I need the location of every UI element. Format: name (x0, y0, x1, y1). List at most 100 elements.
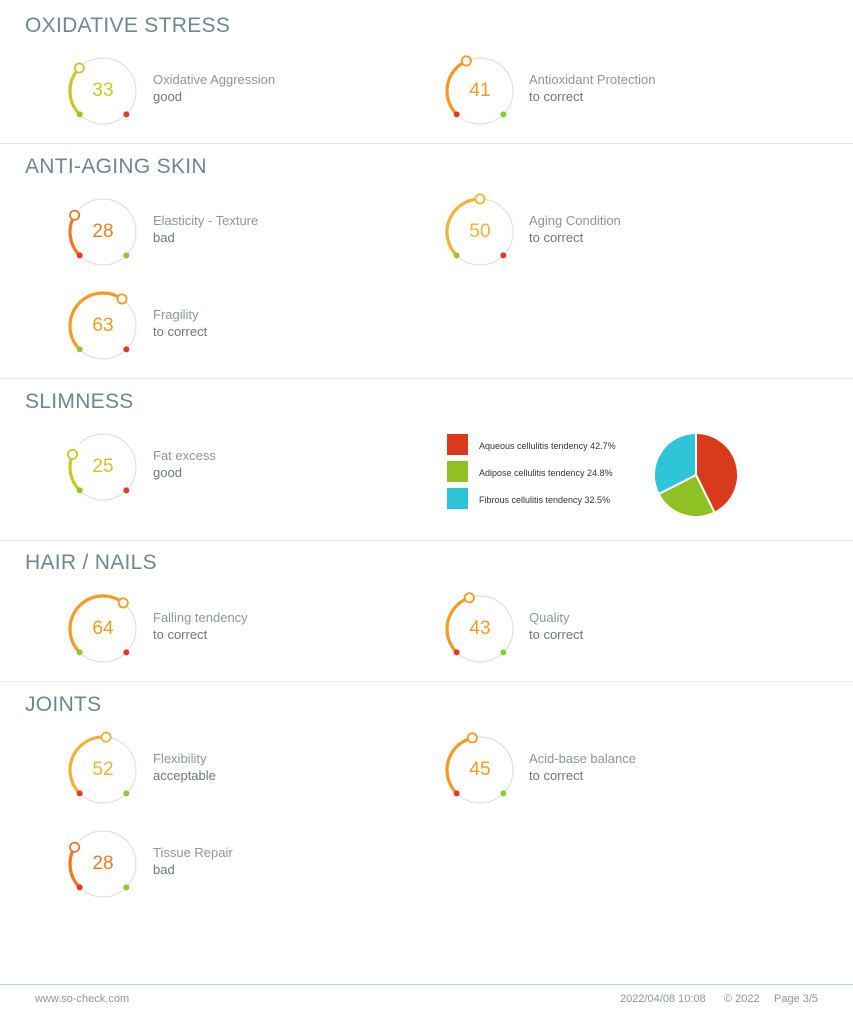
gauge-dot-right (123, 649, 130, 656)
gauge-svg (445, 732, 514, 804)
gauge-dot-right (500, 649, 507, 656)
score-gauge: 63 (60, 283, 146, 369)
gauge-track (79, 433, 137, 501)
legend-swatch-fibrous (447, 488, 468, 509)
section-title-joints: JOINTS (25, 693, 102, 716)
gauge-dot-right (123, 790, 130, 797)
gauge-value-arc (445, 59, 469, 116)
gauge-dot-left (76, 487, 83, 494)
legend-swatch-adipose (447, 461, 468, 482)
gauge-value: 52 (92, 759, 114, 780)
gauge-value: 45 (469, 759, 491, 780)
score-gauge: 25 (60, 424, 146, 510)
section-divider (0, 378, 853, 379)
gauge-knob (116, 293, 128, 305)
score-gauge: 33 (60, 48, 146, 134)
score-gauge: 28 (60, 189, 146, 275)
section-title-oxidative-stress: OXIDATIVE STRESS (25, 14, 231, 37)
gauge-dot-right (500, 111, 507, 118)
metric-status: to correct (529, 627, 584, 642)
gauge-svg (67, 433, 137, 501)
metric-status: to correct (529, 230, 584, 245)
gauge-value: 64 (92, 618, 114, 639)
pie-slice-fibrous (653, 431, 697, 496)
gauge-knob (69, 841, 81, 853)
gauge-track (79, 57, 137, 125)
gauge-knob (463, 592, 475, 604)
score-gauge: 50 (437, 189, 523, 275)
metric-status: good (153, 465, 182, 480)
legend-label-adipose: Adipose cellulitis tendency 24.8% (479, 468, 613, 478)
gauge-svg (445, 193, 514, 266)
gauge-value: 41 (469, 80, 491, 101)
gauge-dot-left (453, 111, 460, 118)
metric-label: Elasticity - Texture (153, 213, 259, 228)
gauge-knob (474, 193, 486, 205)
gauge-knob (117, 597, 129, 609)
metric-label: Fat excess (153, 448, 216, 463)
metric-label: Fragility (153, 307, 199, 322)
score-gauge: 41 (437, 48, 523, 134)
footer-page-number: Page 3/5 (774, 993, 819, 1005)
gauge-knob (73, 62, 85, 74)
gauge-track (456, 595, 514, 663)
gauge-knob (67, 448, 79, 460)
gauge-dot-left (76, 649, 83, 656)
gauge-value-arc (445, 197, 482, 257)
cellulitis-pie-chart (653, 431, 739, 518)
gauge-dot-right (123, 252, 130, 259)
gauge-dot-left (453, 252, 460, 259)
score-gauge: 45 (437, 727, 523, 813)
gauge-track (79, 830, 137, 898)
gauge-svg (445, 55, 514, 125)
gauge-dot-left (453, 790, 460, 797)
gauge-knob (466, 732, 478, 744)
gauge-value: 28 (92, 221, 114, 242)
gauge-dot-left (76, 346, 83, 353)
gauge-svg (68, 594, 137, 663)
pie-slice-adipose (657, 473, 716, 518)
score-gauge: 43 (437, 586, 523, 672)
gauge-dot-right (123, 346, 130, 353)
score-gauge: 64 (60, 586, 146, 672)
gauge-dot-left (76, 252, 83, 259)
metric-status: to correct (529, 768, 584, 783)
gauge-svg (445, 592, 514, 663)
gauge-svg (68, 291, 137, 360)
metric-label: Aging Condition (529, 213, 621, 228)
gauge-value: 28 (92, 853, 114, 874)
gauge-value: 43 (469, 618, 491, 639)
metric-status: bad (153, 862, 175, 877)
metric-label: Oxidative Aggression (153, 72, 276, 87)
section-divider (0, 143, 853, 144)
gauge-value-arc (68, 735, 108, 795)
gauge-dot-right (500, 790, 507, 797)
score-gauge: 52 (60, 727, 146, 813)
gauge-value: 33 (92, 80, 114, 101)
metric-status: bad (153, 230, 175, 245)
gauge-value-arc (68, 594, 125, 654)
gauge-value: 63 (92, 315, 114, 336)
legend-swatch-aqueous (447, 434, 468, 455)
gauge-knob (100, 731, 112, 743)
metric-label: Antioxidant Protection (529, 72, 656, 87)
section-title-hair-nails: HAIR / NAILS (25, 551, 157, 574)
gauge-dot-right (123, 884, 130, 891)
metric-status: to correct (153, 324, 208, 339)
pie-slice-aqueous (695, 431, 739, 514)
gauge-svg (68, 57, 137, 125)
gauge-knob (460, 55, 472, 67)
section-divider (0, 540, 853, 541)
gauge-track (456, 57, 514, 125)
gauge-value-arc (68, 291, 124, 351)
metric-label: Falling tendency (153, 610, 248, 625)
gauge-dot-right (500, 252, 507, 259)
section-title-anti-aging-skin: ANTI-AGING SKIN (25, 155, 207, 178)
metric-label: Tissue Repair (153, 845, 233, 860)
metric-status: to correct (153, 627, 208, 642)
gauge-knob (69, 209, 81, 221)
metric-label: Quality (529, 610, 570, 625)
gauge-value-arc (445, 596, 471, 654)
gauge-value-arc (445, 736, 474, 795)
footer-datetime: 2022/04/08 10:08 (620, 993, 706, 1005)
